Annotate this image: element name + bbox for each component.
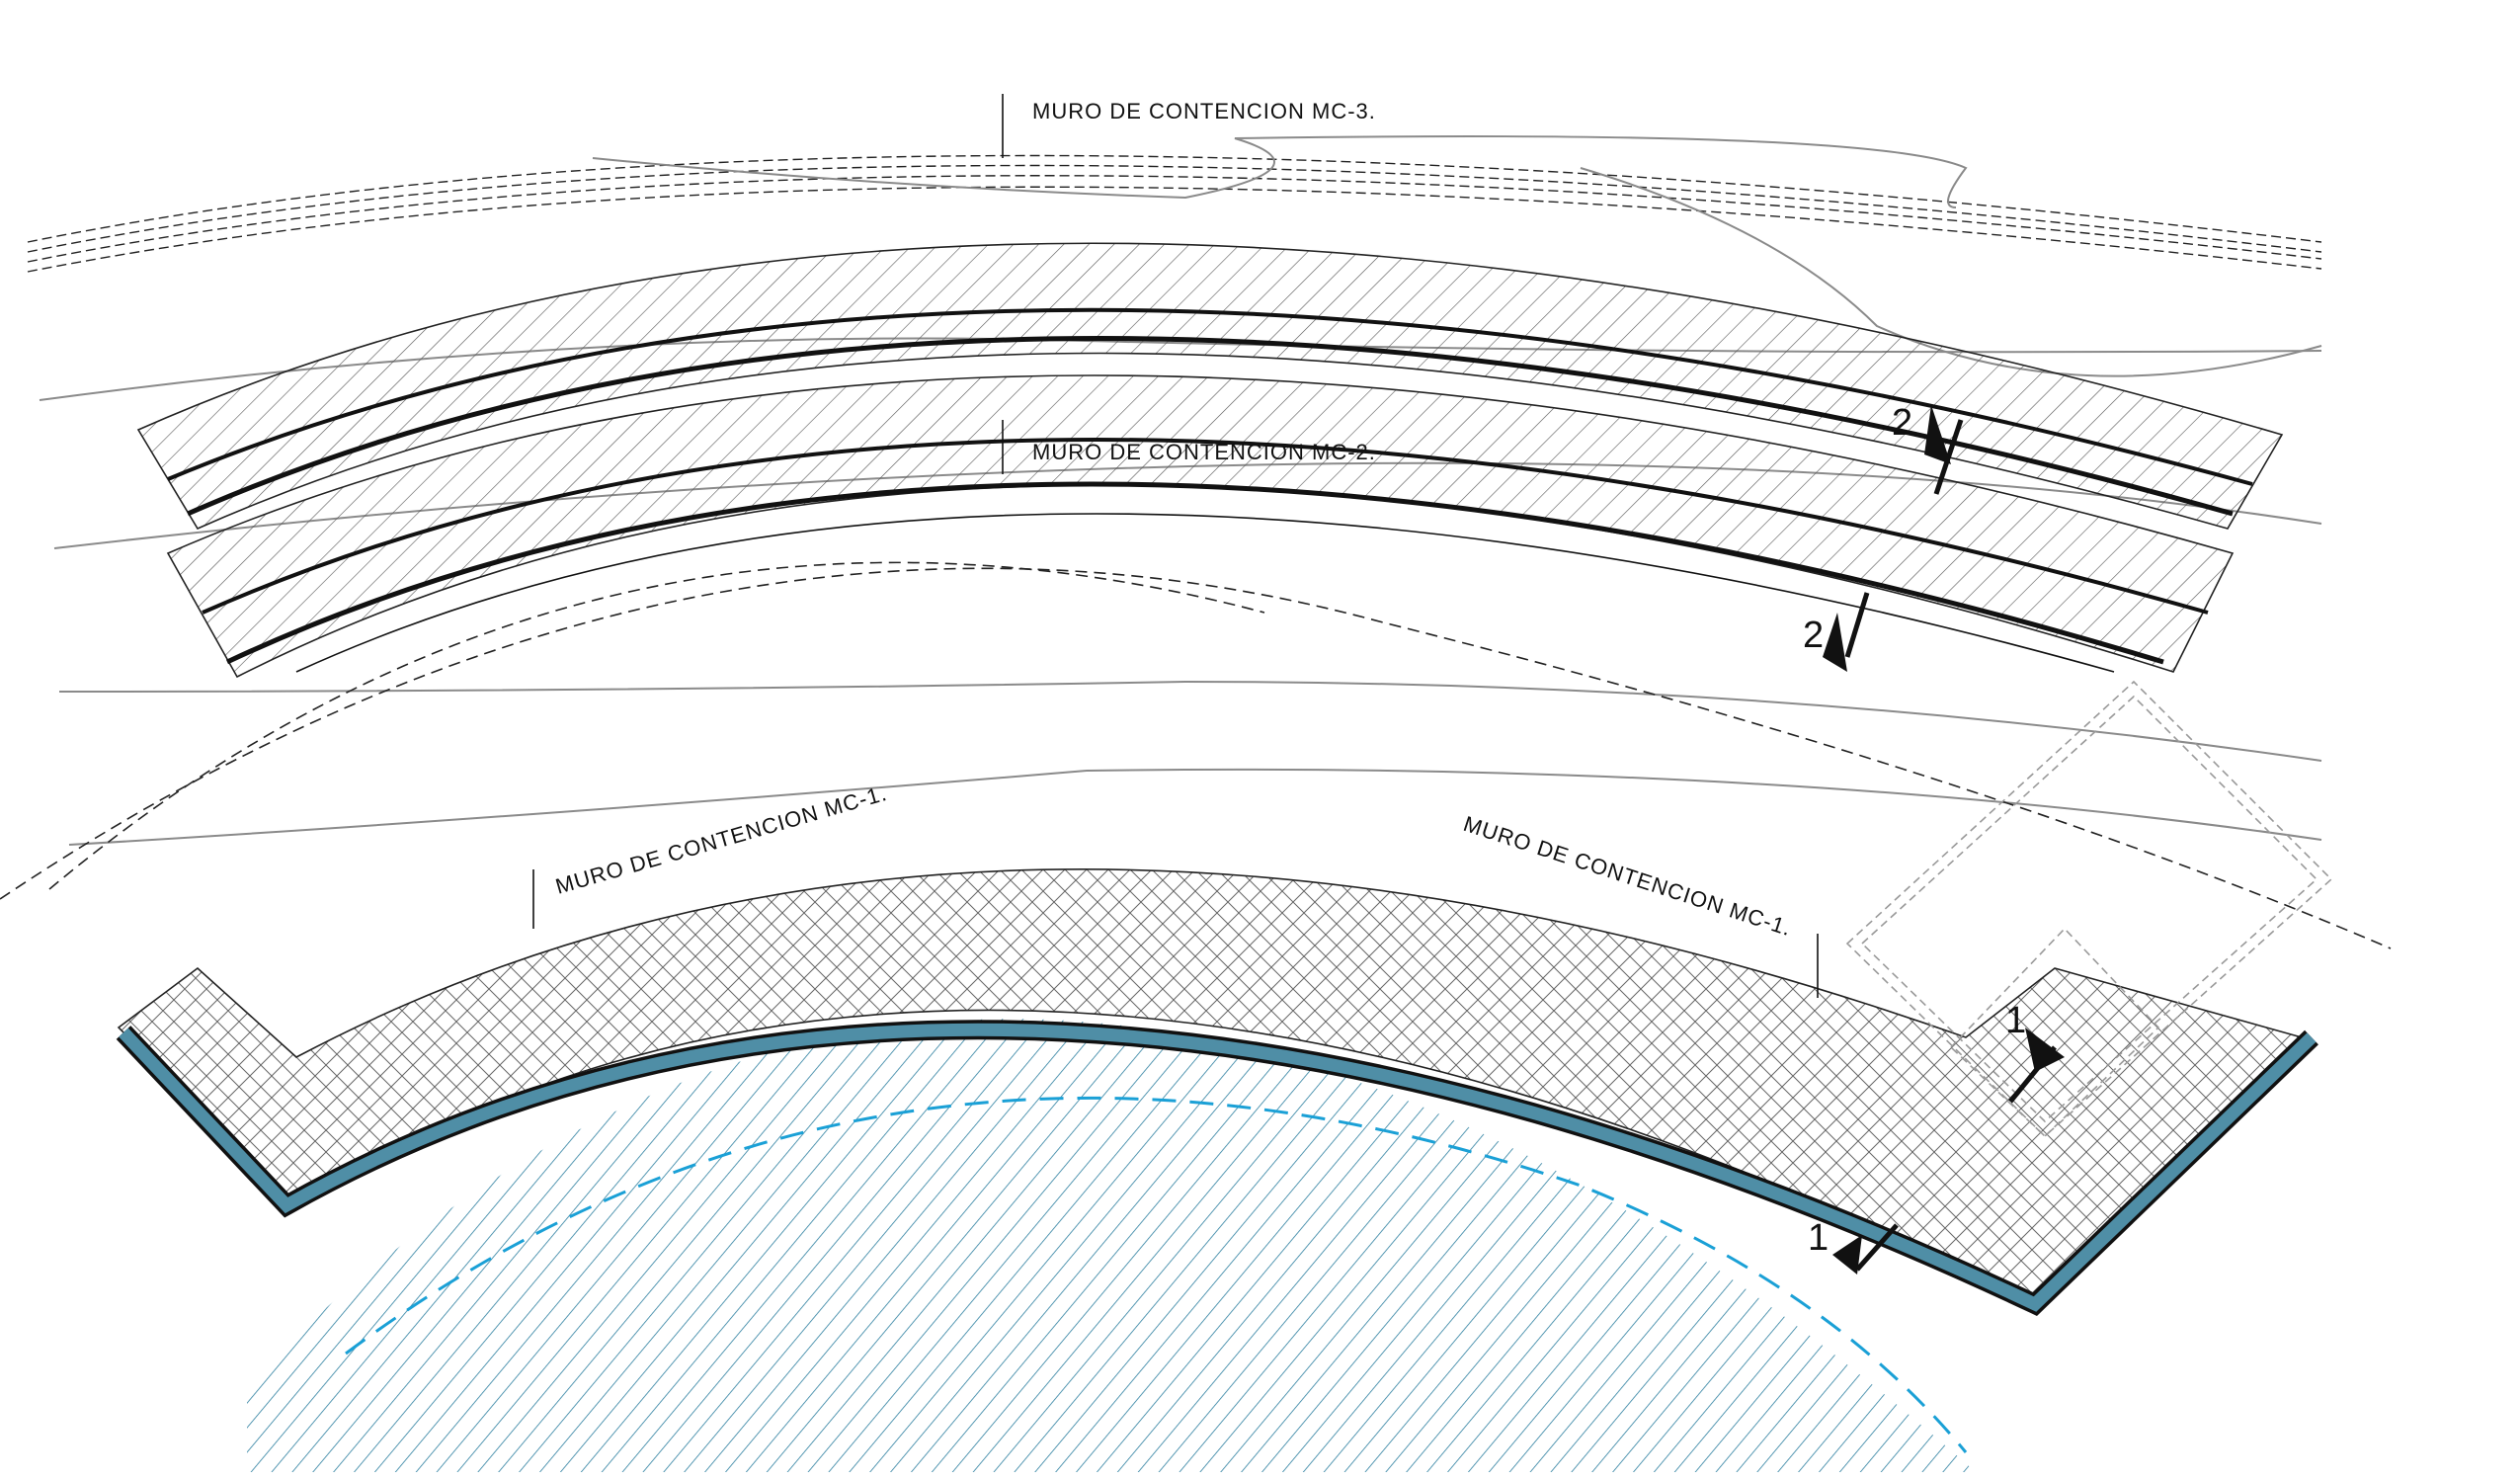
slope-mark-lower-a-text: 1 <box>2005 1000 2026 1041</box>
slope-mark-upper-b: 2 <box>1803 593 1867 672</box>
slope-mark-upper-a-text: 2 <box>1892 402 1912 444</box>
label-mc3: MURO DE CONTENCION MC-3. <box>1003 94 1376 158</box>
label-mc1-left-text: MURO DE CONTENCION MC-1. <box>552 781 889 899</box>
label-mc2-text: MURO DE CONTENCION MC-2. <box>1032 440 1376 464</box>
label-mc3-text: MURO DE CONTENCION MC-3. <box>1032 99 1376 123</box>
slope-mark-upper-b-text: 2 <box>1803 615 1824 656</box>
slope-mark-lower-b-text: 1 <box>1808 1217 1829 1259</box>
